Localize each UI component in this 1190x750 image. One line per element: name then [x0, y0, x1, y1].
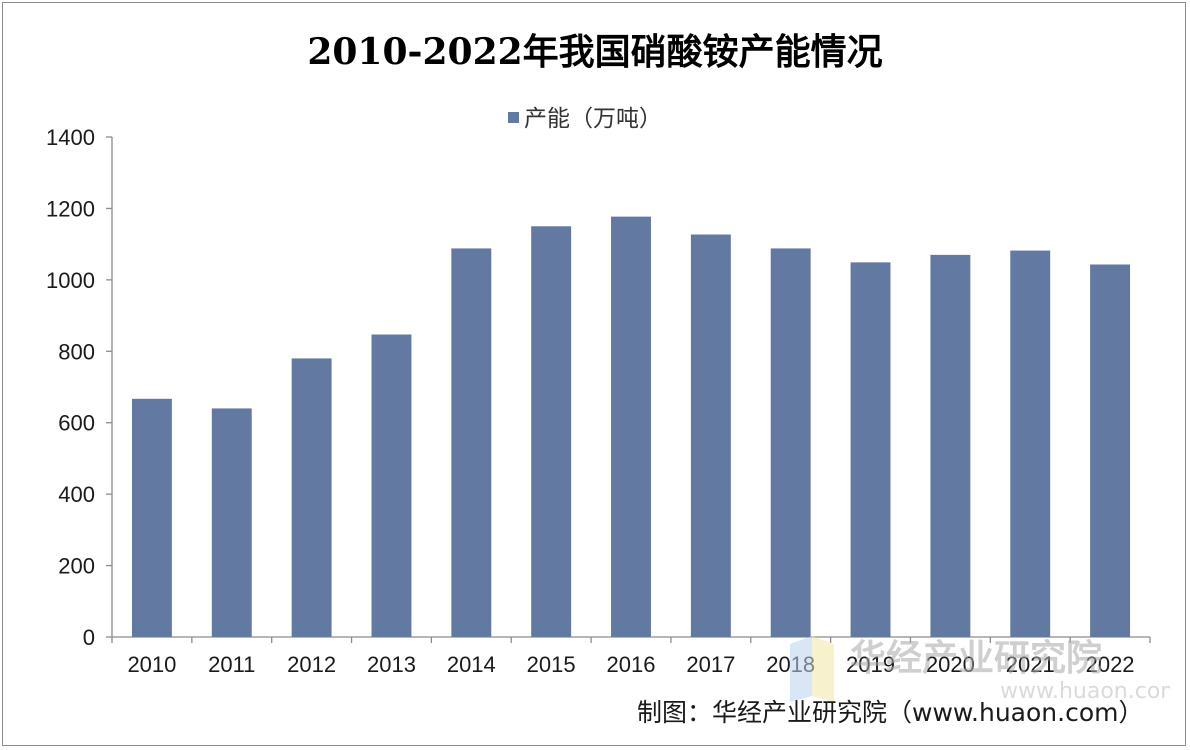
legend: 产能（万吨） [508, 106, 662, 132]
bars [131, 216, 1131, 638]
y-tick-label: 600 [58, 411, 95, 436]
legend-label: 产能（万吨） [524, 106, 662, 132]
bar-2022 [1090, 264, 1131, 637]
chart-title: 2010-2022年我国硝酸铵产能情况 [307, 31, 882, 73]
bar-2018 [770, 248, 811, 637]
bar-2020 [930, 254, 971, 637]
source-credit: 制图：华经产业研究院（www.huaon.com） [637, 698, 1144, 727]
y-tick-label: 800 [58, 339, 95, 364]
x-tick-label: 2021 [1006, 652, 1055, 677]
bar-2019 [850, 262, 891, 637]
x-tick-label: 2017 [686, 652, 735, 677]
y-tick-label: 0 [83, 625, 95, 650]
bar-2013 [371, 334, 412, 637]
x-tick-label: 2015 [527, 652, 576, 677]
y-tick-label: 1000 [46, 268, 95, 293]
y-tick-label: 400 [58, 482, 95, 507]
x-tick-label: 2011 [208, 652, 255, 677]
y-tick-label: 1200 [46, 196, 95, 221]
bar-2017 [690, 234, 731, 637]
legend-swatch [508, 112, 519, 123]
x-tick-label: 2022 [1086, 652, 1135, 677]
y-tick-label: 200 [58, 554, 95, 579]
y-tick-label: 1400 [46, 125, 95, 150]
x-tick-label: 2010 [127, 652, 176, 677]
watermark-logo-icon [790, 636, 834, 702]
bar-2016 [611, 216, 651, 637]
x-tick-label: 2014 [447, 652, 496, 677]
bar-2011 [211, 408, 252, 637]
bar-2014 [451, 248, 492, 637]
bar-2015 [531, 226, 572, 638]
watermark-url: www.huaon.com [1000, 679, 1170, 704]
x-tick-label: 2012 [287, 652, 336, 677]
watermark-text: 华经产业研究院 [850, 638, 1102, 679]
bar-2021 [1010, 250, 1051, 638]
watermark: 华经产业研究院 www.huaon.com [790, 636, 1170, 704]
x-tick-label: 2013 [367, 652, 416, 677]
bar-2010 [131, 398, 172, 637]
x-tick-label: 2020 [926, 652, 975, 677]
bar-2012 [291, 358, 332, 637]
x-tick-label: 2016 [607, 652, 656, 677]
y-axis-ticks: 0 200 400 600 800 1000 1200 1400 [46, 125, 112, 650]
x-tick-label: 2019 [846, 652, 895, 677]
